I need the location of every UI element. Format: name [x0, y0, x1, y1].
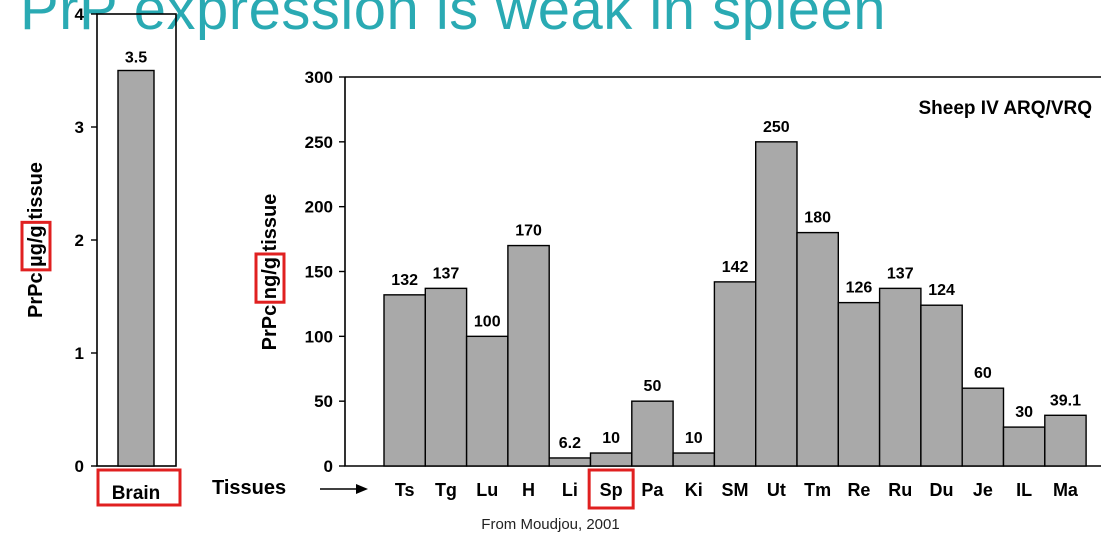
x-category-du: Du [930, 480, 954, 500]
brain-y-tick-label-1: 1 [75, 344, 84, 363]
value-label-pa: 50 [644, 378, 662, 395]
value-label-tg: 137 [433, 265, 460, 282]
highlight-box-brain [96, 468, 182, 507]
value-label-il: 30 [1015, 404, 1033, 421]
x-category-h: H [522, 480, 535, 500]
value-label-ru: 137 [887, 265, 914, 282]
value-label-li: 6.2 [559, 435, 581, 452]
x-category-lu: Lu [476, 480, 498, 500]
x-category-ru: Ru [888, 480, 912, 500]
tissues-y-axis-label: PrPc ng/g tissue [259, 194, 281, 351]
tissues-y-tick-label-200: 200 [305, 198, 333, 217]
bar-tg [424, 287, 468, 467]
bar-re [837, 301, 881, 467]
x-category-pa: Pa [641, 480, 664, 500]
value-label-je: 60 [974, 365, 992, 382]
brain-y-tick-label-4: 4 [75, 5, 85, 24]
tissues-bars [383, 141, 1087, 467]
x-axis-arrow [320, 484, 368, 494]
brain-x-categories: Brain [112, 483, 161, 504]
x-category-ki: Ki [685, 480, 703, 500]
tissues-y-tick-label-300: 300 [305, 68, 333, 87]
x-category-il: IL [1016, 480, 1032, 500]
value-label-ut: 250 [763, 119, 790, 136]
value-label-brain: 3.5 [125, 50, 147, 67]
tissues-y-tick-label-250: 250 [305, 133, 333, 152]
bar-ru [878, 287, 922, 467]
source-credit: From Moudjou, 2001 [481, 516, 620, 533]
brain-value-labels: 3.5 [125, 50, 147, 67]
bar-sp [589, 452, 633, 467]
tissues-value-labels: 132 137 100 170 6.2 10 50 10 142 250 180 126 137 124 6… [391, 119, 1081, 452]
value-label-h: 170 [515, 223, 542, 240]
x-category-ut: Ut [767, 480, 786, 500]
value-label-ki: 10 [685, 430, 703, 447]
tissues-chart: 0 50 100 150 200 250 300 132 137 100 170 6.2 10 50 10… [212, 68, 1101, 500]
brain-chart: 0 1 2 3 4 3.5 Brain PrPc µg/g tissue [25, 5, 177, 504]
tissues-y-tick-label-50: 50 [314, 392, 333, 411]
tissues-y-tick-label-0: 0 [324, 457, 333, 476]
bar-il [1002, 426, 1046, 467]
bar-li [548, 457, 592, 467]
x-category-brain: Brain [112, 483, 161, 504]
brain-y-axis-label: PrPc µg/g tissue [25, 162, 47, 318]
x-category-ma: Ma [1053, 480, 1079, 500]
x-category-sp: Sp [600, 480, 623, 500]
bar-ki [672, 452, 716, 467]
bar-brain [117, 69, 155, 467]
x-category-ts: Ts [395, 480, 415, 500]
value-label-ma: 39.1 [1050, 392, 1081, 409]
bar-h [507, 244, 550, 467]
bar-sm [713, 281, 757, 467]
brain-y-tick-label-0: 0 [75, 457, 84, 476]
tissues-x-axis-label: Tissues [212, 477, 286, 499]
tissues-y-tick-label-150: 150 [305, 263, 333, 282]
tissues-x-categories: Ts Tg Lu H Li Sp Pa Ki SM Ut Tm Re Ru Du Je IL Ma [395, 480, 1079, 500]
x-category-je: Je [973, 480, 993, 500]
x-category-tg: Tg [435, 480, 457, 500]
x-category-tm: Tm [804, 480, 831, 500]
value-label-du: 124 [928, 282, 955, 299]
value-label-ts: 132 [391, 272, 418, 289]
tissues-y-ticks: 0 50 100 150 200 250 300 [305, 68, 345, 476]
value-label-sp: 10 [602, 430, 620, 447]
value-label-tm: 180 [804, 210, 831, 227]
highlight-boxes [20, 220, 635, 510]
bar-lu [465, 335, 509, 467]
bar-ma [1044, 414, 1087, 467]
bar-je [961, 387, 1005, 467]
brain-y-ticks: 0 1 2 3 4 [75, 5, 97, 476]
value-label-lu: 100 [474, 313, 501, 330]
bar-tm [796, 231, 839, 467]
bar-ut [755, 141, 798, 467]
x-category-li: Li [562, 480, 578, 500]
value-label-sm: 142 [722, 259, 749, 276]
x-category-sm: SM [722, 480, 749, 500]
tissues-chart-title: Sheep IV ARQ/VRQ [919, 98, 1093, 119]
tissues-y-tick-label-100: 100 [305, 327, 333, 346]
highlight-box-ng-unit [254, 252, 286, 304]
bar-ts [383, 294, 426, 467]
brain-bars [117, 69, 155, 467]
value-label-re: 126 [846, 280, 873, 297]
highlight-box-sp [587, 468, 635, 510]
brain-y-tick-label-3: 3 [75, 118, 84, 137]
bar-pa [631, 400, 674, 467]
brain-y-tick-label-2: 2 [75, 231, 84, 250]
bar-du [920, 304, 963, 467]
highlight-box-ug-unit [20, 220, 52, 272]
x-category-re: Re [847, 480, 870, 500]
slide-title: PrP expression is weak in spleen [20, 0, 887, 40]
